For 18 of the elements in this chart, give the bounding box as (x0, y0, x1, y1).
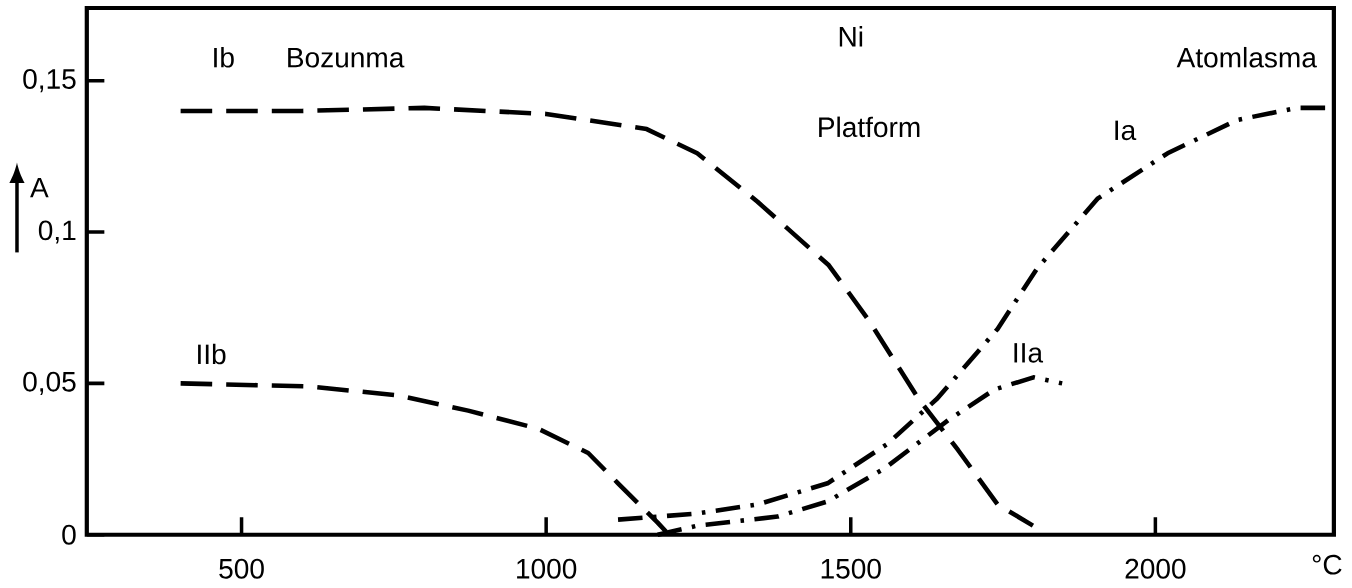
y-tick-label: 0,05 (23, 371, 76, 395)
x-axis-title: °C (1312, 554, 1342, 575)
y-tick-label: 0 (62, 524, 76, 545)
series-label: IIa (1014, 343, 1044, 363)
annotation: Bozunma (288, 47, 405, 68)
series-label: IIb (198, 343, 226, 365)
x-tick-label: 2000 (1125, 558, 1186, 579)
text: Ni (839, 26, 863, 47)
y-axis-title: A (30, 177, 49, 198)
text: Platform (819, 116, 920, 138)
x-tick-label: 1500 (821, 558, 881, 579)
y-tick-label: 0,1 (38, 220, 76, 244)
series-label: Ib (214, 46, 234, 68)
annotation: Atomlasma (1176, 46, 1317, 68)
y-tick-label: 0,15 (23, 69, 76, 93)
series-label: Ia (1115, 120, 1137, 141)
x-tick-label: 500 (219, 558, 264, 579)
x-tick-label: 1000 (517, 558, 577, 579)
